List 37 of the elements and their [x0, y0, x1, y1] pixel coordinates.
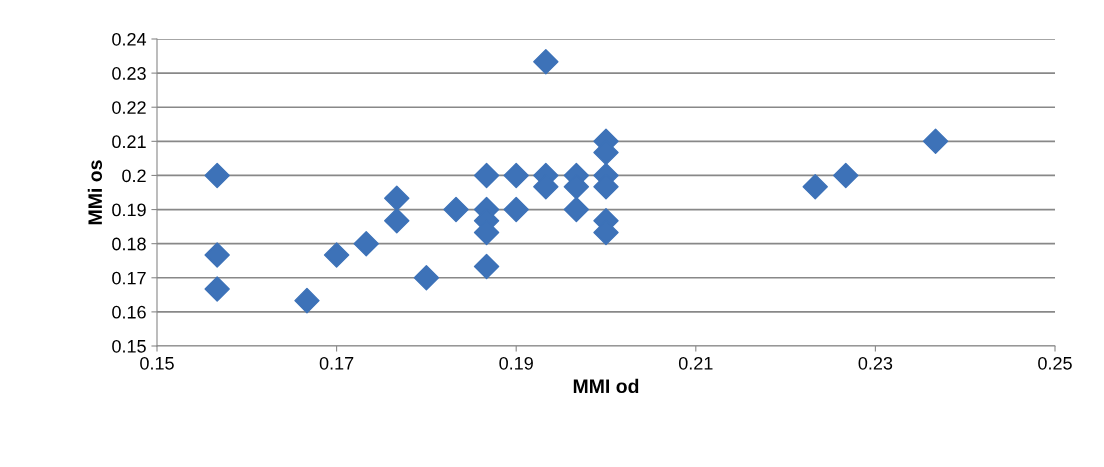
point	[384, 185, 410, 212]
x-tick-label: 0.25	[1038, 356, 1072, 370]
point	[473, 162, 500, 189]
point	[384, 208, 410, 234]
point	[204, 242, 230, 268]
x-tick-label: 0.17	[319, 356, 354, 370]
point	[563, 196, 590, 223]
point	[353, 230, 379, 257]
y-tick-label: 0.18	[112, 237, 146, 251]
point	[204, 162, 230, 189]
point	[473, 253, 500, 280]
point	[802, 173, 828, 200]
y-tick-label: 0.15	[112, 339, 146, 353]
y-tick-label: 0.22	[112, 101, 146, 114]
point	[294, 287, 320, 314]
y-axis-title: MMi os	[87, 160, 103, 225]
y-tick-label: 0.16	[112, 305, 146, 319]
x-axis-title: MMI od	[573, 378, 639, 394]
y-tick-label: 0.23	[112, 67, 146, 80]
point	[503, 196, 529, 223]
point	[533, 49, 559, 75]
point	[413, 265, 440, 291]
y-tick-label: 0.17	[112, 271, 146, 285]
y-tick-label: 0.2	[122, 169, 146, 183]
y-tick-label: 0.19	[112, 203, 146, 217]
x-tick-label: 0.15	[140, 356, 174, 370]
point	[204, 276, 230, 302]
point	[833, 162, 859, 189]
point	[443, 196, 469, 223]
y-tick-label: 0.21	[112, 135, 146, 149]
y-tick-label: 0.24	[112, 32, 147, 46]
point	[503, 162, 529, 189]
point	[323, 242, 350, 268]
x-tick-label: 0.23	[858, 356, 893, 370]
x-tick-label: 0.21	[678, 356, 713, 370]
x-tick-label: 0.19	[499, 356, 533, 370]
point	[922, 128, 949, 155]
